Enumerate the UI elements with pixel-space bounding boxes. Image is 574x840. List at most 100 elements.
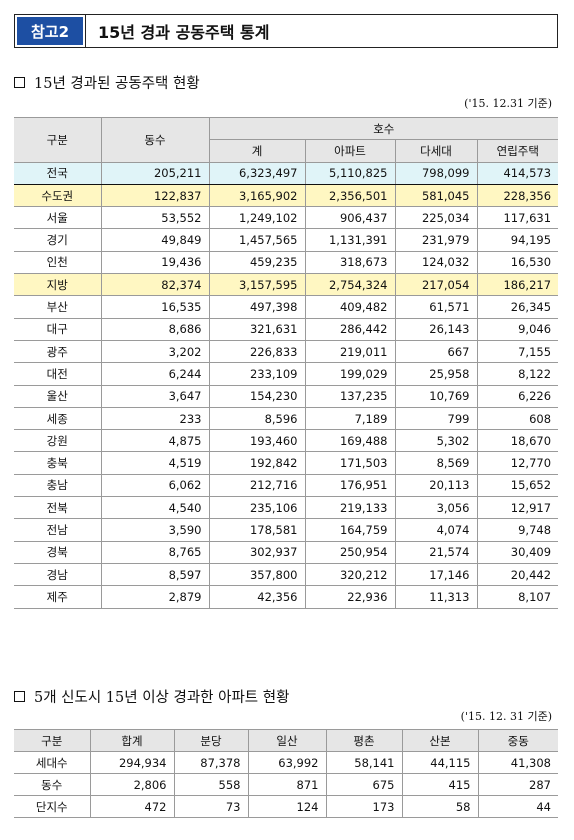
- value-cell: 26,345: [476, 295, 559, 319]
- value-cell: 21,574: [394, 540, 478, 564]
- header-total: 계: [209, 139, 306, 163]
- value-cell: 294,934: [89, 751, 175, 774]
- section1-title-text: 15년 경과된 공동주택 현황: [34, 76, 200, 92]
- region-label: 전국: [14, 161, 102, 185]
- value-cell: 10,769: [394, 384, 478, 408]
- value-cell: 2,356,501: [304, 183, 396, 208]
- region-label: 세종: [14, 406, 102, 431]
- region-label: 서울: [14, 206, 102, 230]
- value-cell: 44,115: [401, 751, 479, 774]
- value-cell: 42,356: [208, 585, 306, 609]
- header-row-house: 연립주택: [476, 139, 559, 163]
- value-cell: 20,442: [476, 562, 559, 587]
- value-cell: 2,879: [100, 585, 210, 609]
- value-cell: 320,212: [304, 562, 396, 587]
- header-apartment: 아파트: [304, 139, 396, 163]
- row-label: 세대수: [14, 751, 91, 774]
- value-cell: 4,519: [100, 451, 210, 475]
- section1-title: 15년 경과된 공동주택 현황: [14, 72, 200, 93]
- table-row: 울산 3,647 154,230 137,235 10,769 6,226: [14, 384, 559, 408]
- column-header: 분당: [173, 729, 249, 752]
- value-cell: 16,535: [100, 295, 210, 319]
- region-label: 대전: [14, 362, 102, 386]
- value-cell: 8,686: [100, 317, 210, 341]
- value-cell: 3,056: [394, 496, 478, 520]
- value-cell: 26,143: [394, 317, 478, 341]
- region-label: 광주: [14, 339, 102, 364]
- value-cell: 25,958: [394, 362, 478, 386]
- value-cell: 30,409: [476, 540, 559, 564]
- table-row: 단지수 472 73 124 173 58 44: [14, 795, 558, 818]
- region-label: 충남: [14, 473, 102, 498]
- table-row: 지방 82,374 3,157,595 2,754,324 217,054 186,217: [14, 273, 559, 297]
- value-cell: 16,530: [476, 250, 559, 275]
- value-cell: 3,157,595: [208, 273, 306, 297]
- value-cell: 415: [401, 773, 479, 796]
- value-cell: 87,378: [173, 751, 249, 774]
- page-title: 15년 경과 공동주택 통계: [85, 15, 557, 47]
- table-row: 대전 6,244 233,109 199,029 25,958 8,122: [14, 362, 559, 386]
- table-row: 세대수 294,934 87,378 63,992 58,141 44,115 41,308: [14, 751, 558, 774]
- value-cell: 212,716: [208, 473, 306, 498]
- value-cell: 225,034: [394, 206, 478, 230]
- value-cell: 219,133: [304, 496, 396, 520]
- value-cell: 9,046: [476, 317, 559, 341]
- value-cell: 8,596: [208, 406, 306, 431]
- table-row: 서울 53,552 1,249,102 906,437 225,034 117,631: [14, 206, 559, 230]
- new-town-apartment-table: 구분 합계 분당 일산 평촌 산본 중동 세대수 294,934 87,378 63,992 58,…: [14, 729, 558, 818]
- value-cell: 82,374: [100, 273, 210, 297]
- value-cell: 4,875: [100, 429, 210, 453]
- value-cell: 17,146: [394, 562, 478, 587]
- table-row: 강원 4,875 193,460 169,488 5,302 18,670: [14, 429, 559, 453]
- table-row: 제주 2,879 42,356 22,936 11,313 8,107: [14, 585, 559, 609]
- region-label: 수도권: [14, 183, 102, 208]
- value-cell: 9,748: [476, 518, 559, 542]
- value-cell: 61,571: [394, 295, 478, 319]
- value-cell: 497,398: [208, 295, 306, 319]
- column-header: 합계: [89, 729, 175, 752]
- value-cell: 799: [394, 406, 478, 431]
- column-header: 평촌: [325, 729, 403, 752]
- value-cell: 7,189: [304, 406, 396, 431]
- value-cell: 137,235: [304, 384, 396, 408]
- region-label: 대구: [14, 317, 102, 341]
- region-label: 부산: [14, 295, 102, 319]
- table-row: 동수 2,806 558 871 675 415 287: [14, 773, 558, 796]
- value-cell: 12,770: [476, 451, 559, 475]
- value-cell: 7,155: [476, 339, 559, 364]
- row-label: 동수: [14, 773, 91, 796]
- value-cell: 164,759: [304, 518, 396, 542]
- header-multi-family: 다세대: [394, 139, 478, 163]
- apartment-statistics-table: 구분 동수 호수 계 아파트 다세대 연립주택 전국 205,211 6,323,4…: [14, 116, 559, 609]
- value-cell: 15,652: [476, 473, 559, 498]
- region-label: 경남: [14, 562, 102, 587]
- region-label: 울산: [14, 384, 102, 408]
- value-cell: 871: [247, 773, 327, 796]
- value-cell: 4,074: [394, 518, 478, 542]
- value-cell: 49,849: [100, 228, 210, 252]
- value-cell: 459,235: [208, 250, 306, 275]
- table-row: 세종 233 8,596 7,189 799 608: [14, 406, 559, 431]
- value-cell: 409,482: [304, 295, 396, 319]
- column-header: 일산: [247, 729, 327, 752]
- value-cell: 122,837: [100, 183, 210, 208]
- region-label: 전남: [14, 518, 102, 542]
- table-row: 충북 4,519 192,842 171,503 8,569 12,770: [14, 451, 559, 475]
- value-cell: 6,062: [100, 473, 210, 498]
- column-header: 산본: [401, 729, 479, 752]
- value-cell: 6,244: [100, 362, 210, 386]
- value-cell: 581,045: [394, 183, 478, 208]
- region-label: 경기: [14, 228, 102, 252]
- value-cell: 1,131,391: [304, 228, 396, 252]
- checkbox-square-icon: [14, 691, 25, 702]
- section2-date-note: ('15. 12. 31 기준): [460, 710, 552, 723]
- value-cell: 58: [401, 795, 479, 818]
- value-cell: 286,442: [304, 317, 396, 341]
- value-cell: 3,202: [100, 339, 210, 364]
- value-cell: 798,099: [394, 161, 478, 185]
- value-cell: 8,569: [394, 451, 478, 475]
- value-cell: 178,581: [208, 518, 306, 542]
- value-cell: 250,954: [304, 540, 396, 564]
- value-cell: 231,979: [394, 228, 478, 252]
- value-cell: 2,754,324: [304, 273, 396, 297]
